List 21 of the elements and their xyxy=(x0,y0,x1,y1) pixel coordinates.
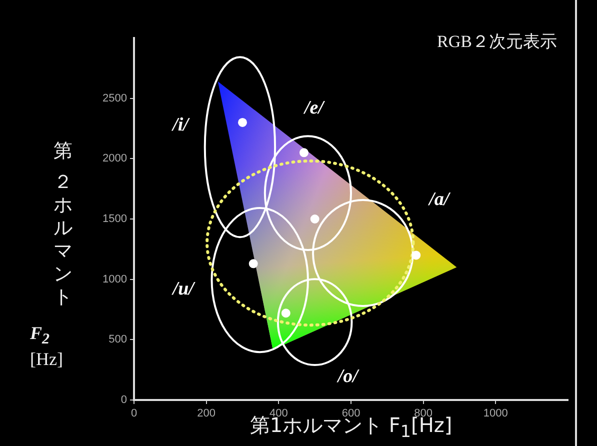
y-tick-label: 1500 xyxy=(102,213,127,226)
y-tick-label: 0 xyxy=(120,394,127,406)
point xyxy=(299,148,308,158)
y-tick-label: 2000 xyxy=(102,152,127,165)
point xyxy=(412,250,421,260)
y-tick-label: 2500 xyxy=(102,92,127,104)
annotation: /a/ xyxy=(427,189,451,210)
x-tick-label: 1000 xyxy=(483,408,508,420)
text: 第２ホルマント F$_{2}$ [Hz] xyxy=(30,140,72,369)
y-tick-label: 1000 xyxy=(102,273,127,286)
x-tick-label: 0 xyxy=(130,408,138,420)
annotation: /o/ xyxy=(336,366,360,388)
annotation: /i/ xyxy=(170,114,190,136)
annotation: /u/ xyxy=(170,278,196,300)
x-tick-label: 200 xyxy=(197,408,216,420)
annotation: /e/ xyxy=(302,98,326,119)
point xyxy=(310,214,320,224)
chart-title: RGB２次元表示 xyxy=(437,31,557,53)
y-tick-label: 500 xyxy=(108,334,127,346)
x-tick-label: 600 xyxy=(342,408,360,420)
point xyxy=(238,118,247,127)
